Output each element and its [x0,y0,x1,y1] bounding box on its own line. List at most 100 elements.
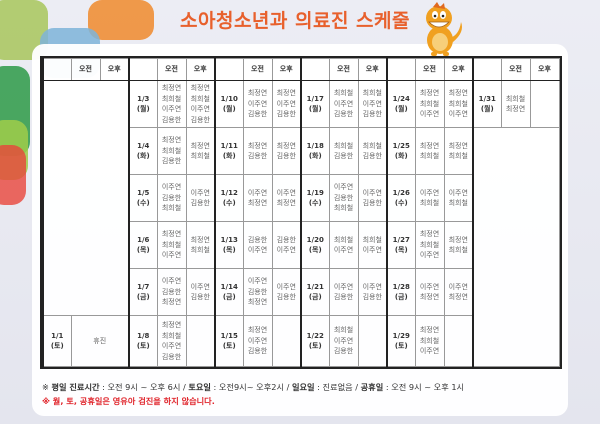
pm-doctors-cell: 이주연 김용한 [271,268,302,316]
doctor-name: 이주연 [190,188,210,197]
date-cell: 1/4 (화) [128,127,158,175]
am-doctors-cell: 최정연 최희철 [414,127,445,175]
doctor-name: 최정연 [161,136,182,145]
am-doctors-cell: 이주연 최정연 [242,174,273,222]
doctor-name: 김용한 [247,235,268,244]
day-of-week: (토) [50,342,64,350]
am-doctors-cell: 최정연 최희철 이주연 김용한 [156,315,187,367]
doctor-name: 김용한 [362,152,382,160]
header-pm: 오후 [185,58,216,81]
doctor-name: 이주연 [333,99,354,108]
date-cell: 1/5 (수) [128,174,158,222]
doctor-name: 최희철 [161,146,182,155]
date-cell: 1/21 (금) [300,268,330,316]
day-of-week: (목) [222,246,236,254]
day-of-week: (월) [480,105,494,113]
pm-doctors-cell: 이주연 김용한 [185,268,216,316]
doctor-name: 최정연 [190,141,210,150]
date-cell: 1/1 (토) [42,315,72,367]
table-row: 1/5 (수) 이주연 김용한 최희철 이주연 김용한 1/12 (수) 이주연 최정연 이주연 최정연… [43,174,559,222]
header-am: 오전 [414,58,445,81]
doctor-name: 김용한 [333,110,354,119]
doctor-name: 최희철 [419,336,440,345]
pm-doctors-cell: 최정연 최희철 이주연 [443,80,474,128]
day-of-week: (금) [222,293,236,301]
day-of-week: (수) [308,199,322,207]
date: 1/21 [306,282,324,291]
doctor-name: 이주연 [333,336,354,345]
pm-doctors-cell: 이주연 최정연 [443,268,474,316]
date: 1/27 [392,235,410,244]
doctor-name: 김용한 [276,235,296,244]
header-date [214,58,244,81]
mascot-dinosaur-icon [426,2,462,56]
header-pm: 오후 [529,58,560,81]
doctor-name: 최희철 [190,152,210,160]
am-doctors-cell: 이주연 김용한 [328,268,359,316]
date-cell: 1/24 (월) [386,80,416,128]
day-of-week: (화) [308,152,322,160]
doctor-name: 최희철 [161,240,182,249]
date-cell: 1/17 (월) [300,80,330,128]
doctor-name: 이주연 [247,277,268,286]
pm-doctors-cell: 최정연 최희철 이주연 김용한 [185,80,216,128]
date: 1/14 [220,282,238,291]
doctor-name: 이주연 [362,246,382,254]
day-of-week: (수) [222,199,236,207]
hours-notice: ※ 평일 진료시간 : 오전 9시 ~ 오후 6시 / 토요일 : 오전9시~ … [42,381,464,393]
header-date [42,58,72,81]
doctor-name: 최희철 [362,89,382,98]
doctor-name: 이주연 [190,105,210,113]
date-cell: 1/18 (화) [300,127,330,175]
doctor-name: 이주연 [161,277,182,286]
doctor-name: 최정연 [505,105,526,113]
doctor-name: 이주연 [419,188,440,197]
doctor-name: 최희철 [333,89,354,98]
doctor-name: 이주연 [419,251,440,260]
day-of-week: (월) [136,105,150,113]
doctor-name: 이주연 [448,282,468,291]
date: 1/18 [306,141,324,150]
date-cell: 1/22 (토) [300,315,330,367]
doctor-name: 최정연 [247,89,268,98]
doctor-name: 이주연 [247,246,268,254]
pm-doctors-cell [185,315,216,367]
doctor-name: 김용한 [333,193,354,202]
date-cell: 1/13 (목) [214,221,244,269]
am-doctors-cell: 이주연 김용한 최정연 [242,268,273,316]
am-doctors-cell: 이주연 김용한 최희철 [156,174,187,222]
day-of-week: (토) [136,342,150,350]
doctor-name: 이주연 [161,183,182,192]
am-doctors-cell: 최정연 최희철 김용한 [156,127,187,175]
doctor-name: 김용한 [362,110,382,119]
day-of-week: (화) [136,152,150,160]
header-pm: 오후 [443,58,474,81]
doctor-name: 최정연 [247,141,268,150]
date-cell: 1/20 (목) [300,221,330,269]
doctor-name: 이주연 [419,282,440,291]
date: 1/29 [392,331,410,340]
date: 1/28 [392,282,410,291]
date-cell: 1/31 (월) [472,80,502,128]
doctor-name: 이주연 [161,251,182,260]
hours-text: : 오전9시~ 오후2시 / [210,382,292,392]
day-of-week: (금) [308,293,322,301]
table-row: 1/7 (금) 이주연 김용한 최정연 이주연 김용한 1/14 (금) 이주연 김용한 최정연 이주연… [43,268,559,316]
empty-cell [472,127,560,367]
doctor-name: 이주연 [448,188,468,197]
doctor-name: 이주연 [276,99,296,108]
day-of-week: (수) [394,199,408,207]
day-of-week: (목) [136,246,150,254]
doctor-name: 최희철 [448,199,468,207]
doctor-name: 최희철 [448,246,468,254]
doctor-name: 최정연 [190,235,210,244]
hours-text: : 진료없음 / [314,382,361,392]
am-doctors-cell: 최정연 최희철 이주연 [156,221,187,269]
doctor-name: 이주연 [276,246,296,254]
pm-doctors-cell: 이주연 최정연 [271,174,302,222]
date-cell: 1/28 (금) [386,268,416,316]
date: 1/7 [137,282,150,291]
date: 1/17 [306,94,324,103]
